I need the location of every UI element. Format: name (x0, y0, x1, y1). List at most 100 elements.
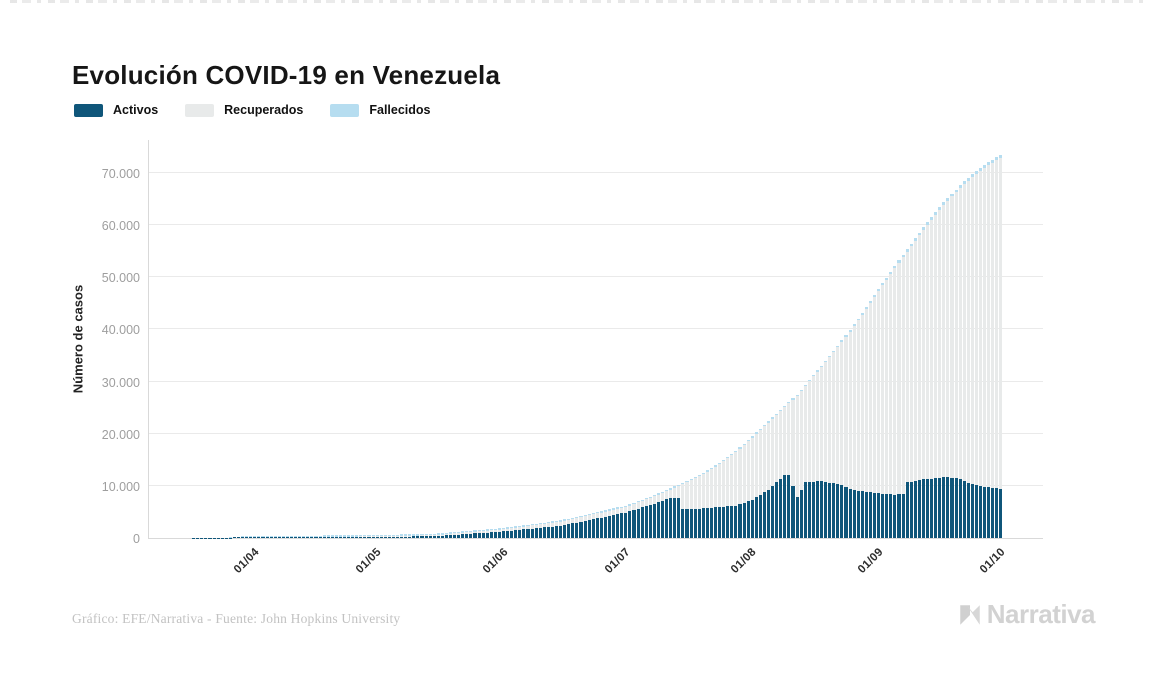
stacked-bar (571, 517, 575, 538)
stacked-bar (351, 535, 355, 538)
recuperados-swatch (185, 103, 215, 117)
stacked-bar (477, 529, 481, 538)
stacked-bar (599, 511, 603, 538)
stacked-bar (844, 335, 848, 538)
stacked-bar (550, 521, 554, 538)
stacked-bar (746, 439, 750, 538)
stacked-bar (693, 476, 697, 538)
stacked-bar (787, 402, 791, 538)
stacked-bar (542, 522, 546, 538)
stacked-bar (987, 162, 991, 538)
stacked-bar (681, 482, 685, 538)
legend-label-recuperados: Recuperados (224, 103, 304, 117)
stacked-bar (722, 459, 726, 538)
legend-item-recuperados: Recuperados (185, 103, 303, 117)
stacked-bar (697, 474, 701, 538)
chart-title: Evolución COVID-19 en Venezuela (72, 60, 501, 91)
stacked-bar (811, 374, 815, 538)
legend-label-activos: Activos (113, 103, 159, 117)
stacked-bar (228, 537, 232, 538)
stacked-bar (803, 384, 807, 538)
stacked-bar (799, 389, 803, 538)
stacked-bar (820, 365, 824, 538)
stacked-bar (950, 193, 954, 538)
stacked-bar (938, 207, 942, 538)
stacked-bar (453, 532, 457, 538)
stacked-bar (465, 531, 469, 538)
legend: Activos Recuperados Fallecidos (74, 103, 431, 117)
y-tick-label: 10.000 (101, 479, 140, 494)
stacked-bar (424, 533, 428, 538)
legend-item-fallecidos: Fallecidos (330, 103, 431, 117)
stacked-bar (534, 523, 538, 538)
stacked-bar (673, 486, 677, 538)
stacked-bar (962, 181, 966, 538)
x-tick-label: 01/08 (729, 546, 760, 576)
stacked-bar (738, 447, 742, 538)
narrativa-logo-text: Narrativa (986, 599, 1096, 629)
stacked-bar (306, 535, 310, 538)
stacked-bar (628, 504, 632, 538)
stacked-bar (917, 232, 921, 538)
activos-swatch (74, 103, 103, 117)
stacked-bar (375, 534, 379, 538)
y-gridline (149, 172, 1043, 173)
stacked-bar (302, 535, 306, 538)
stacked-bar (338, 535, 342, 538)
stacked-bar (371, 534, 375, 538)
stacked-bar (294, 535, 298, 538)
stacked-bar (616, 507, 620, 538)
stacked-bar (355, 535, 359, 538)
stacked-bar (954, 189, 958, 538)
stacked-bar (489, 528, 493, 538)
narrativa-n-icon (960, 604, 980, 625)
stacked-bar (636, 501, 640, 538)
stacked-bar (485, 529, 489, 538)
stacked-bar (249, 535, 253, 538)
stacked-bar (265, 535, 269, 538)
stacked-bar (991, 159, 995, 538)
stacked-bar (607, 509, 612, 538)
y-gridline (149, 276, 1043, 278)
plot-area: 0 10.000 20.000 30.000 40.000 50.000 60.000 70.… (102, 140, 1043, 576)
stacked-bar (298, 535, 302, 538)
stacked-bar (334, 535, 338, 538)
stacked-bar (514, 526, 518, 538)
stacked-bar (909, 243, 913, 538)
stacked-bar (448, 532, 453, 538)
stacked-bar (257, 535, 261, 538)
stacked-bar (930, 217, 934, 538)
stacked-bar (644, 498, 648, 538)
stacked-bar (554, 520, 559, 538)
stacked-bar (750, 436, 754, 538)
stacked-bar (444, 532, 448, 538)
stacked-bar (632, 502, 636, 538)
stacked-bar (775, 413, 779, 538)
stacked-bar (791, 398, 795, 538)
stacked-bar (383, 534, 387, 538)
stacked-bar (726, 456, 730, 538)
stacked-bar (285, 535, 289, 538)
stacked-bar (767, 421, 771, 538)
stacked-bar (387, 534, 391, 538)
stacked-bar (563, 519, 567, 538)
x-tick-label: 01/07 (602, 546, 633, 576)
stacked-bar (934, 212, 938, 538)
stacked-bar (881, 283, 885, 538)
y-tick-label: 70.000 (101, 167, 140, 181)
stacked-bar (832, 350, 836, 538)
stacked-bar (868, 300, 873, 538)
stacked-bar (236, 537, 241, 538)
stacked-bar (771, 417, 775, 538)
stacked-bar (913, 238, 917, 538)
stacked-bar (314, 535, 318, 538)
stacked-bar (873, 294, 877, 538)
stacked-bar (701, 472, 705, 538)
legend-label-fallecidos: Fallecidos (369, 103, 431, 117)
stacked-bar (481, 529, 485, 538)
y-gridline (149, 380, 1043, 382)
stacked-bar (367, 534, 371, 538)
stacked-bar (420, 534, 424, 538)
x-tick-label: 01/06 (480, 546, 511, 576)
